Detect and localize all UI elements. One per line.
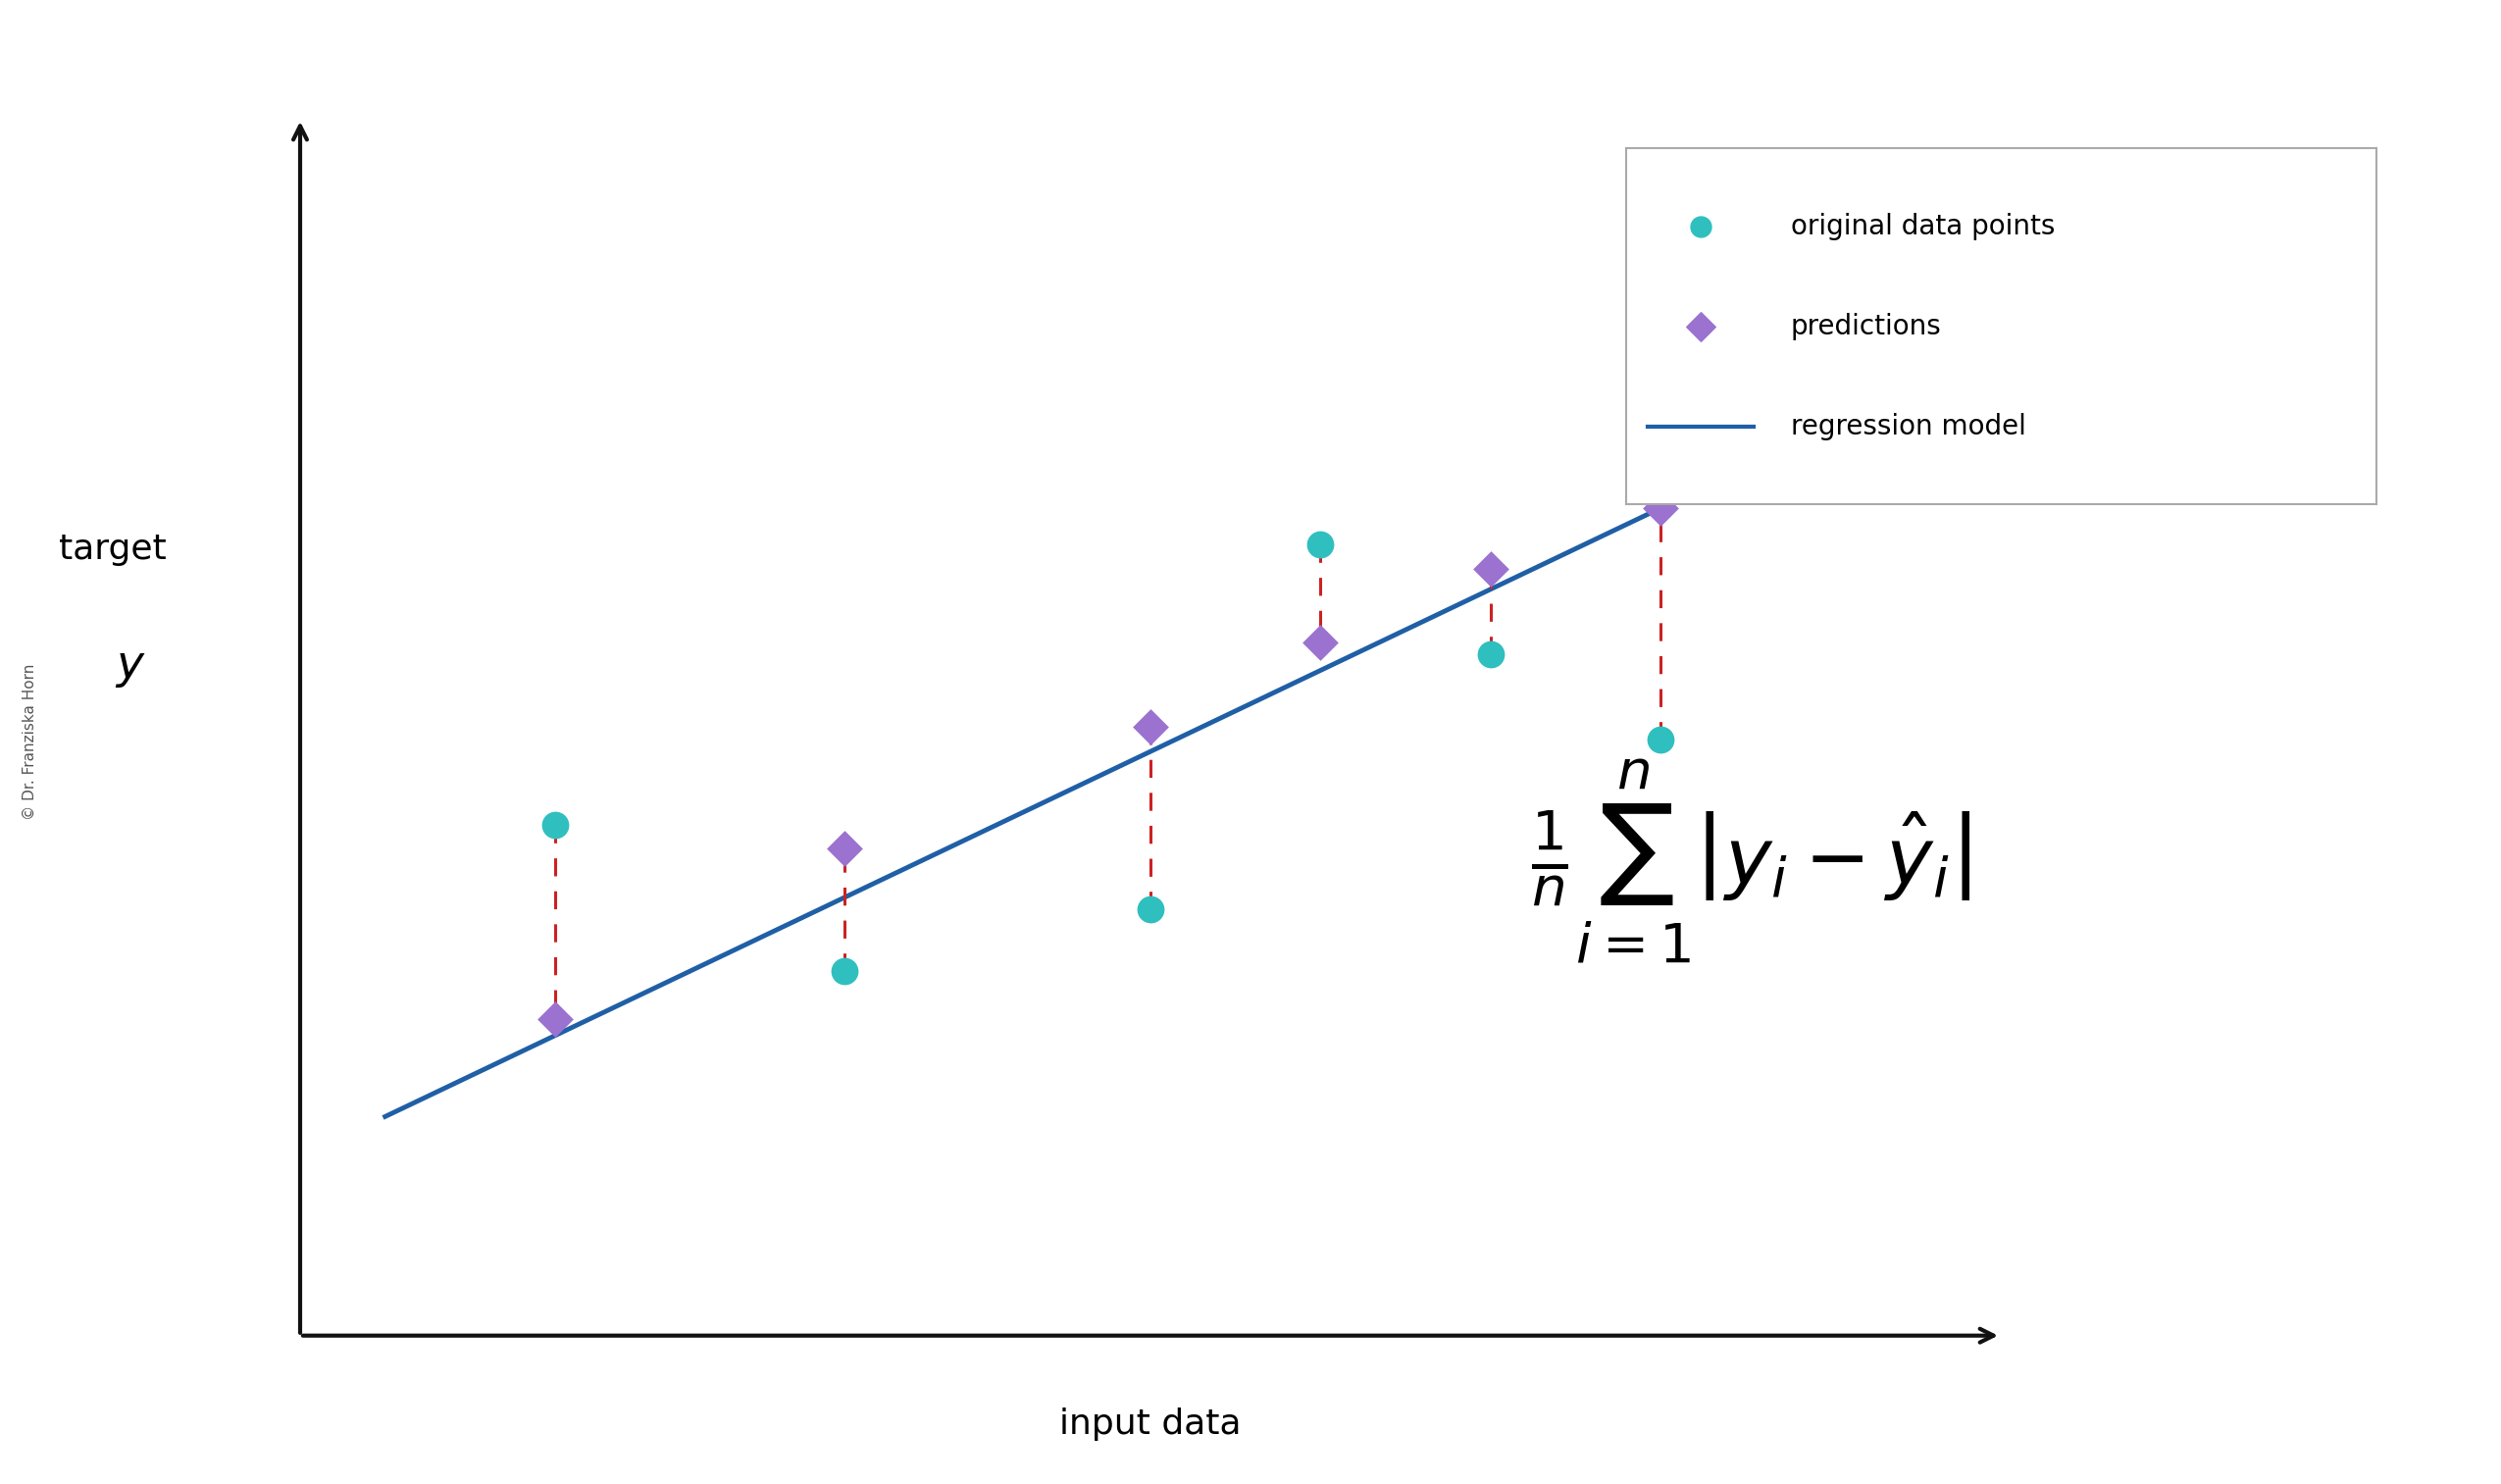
Point (1130, 898, 1170, 922)
Point (1776, 374, 1816, 398)
Point (1301, 631, 1341, 654)
Point (1776, 448, 1816, 472)
Point (1641, 496, 1681, 519)
Point (535, 813, 575, 837)
Text: $y$: $y$ (115, 646, 145, 690)
Text: regression model: regression model (1791, 413, 2026, 439)
Point (825, 959, 865, 982)
Point (1301, 533, 1341, 556)
Point (825, 837, 865, 861)
Point (1130, 715, 1170, 739)
Text: input data: input data (1060, 1408, 1240, 1441)
Point (1471, 643, 1511, 666)
Point (535, 1008, 575, 1031)
Point (1471, 556, 1511, 580)
Text: $\frac{1}{n}\sum_{i=1}^{n}\left|y_i - \hat{y}_i\right|$: $\frac{1}{n}\sum_{i=1}^{n}\left|y_i - \h… (1531, 755, 1971, 966)
Text: © Dr. Franziska Horn: © Dr. Franziska Horn (23, 663, 38, 821)
Point (1681, 315, 1721, 338)
Text: predictions: predictions (1791, 313, 1941, 340)
Point (1641, 727, 1681, 751)
Point (1681, 215, 1721, 239)
Text: target: target (58, 533, 168, 565)
Text: original data points: original data points (1791, 214, 2056, 240)
